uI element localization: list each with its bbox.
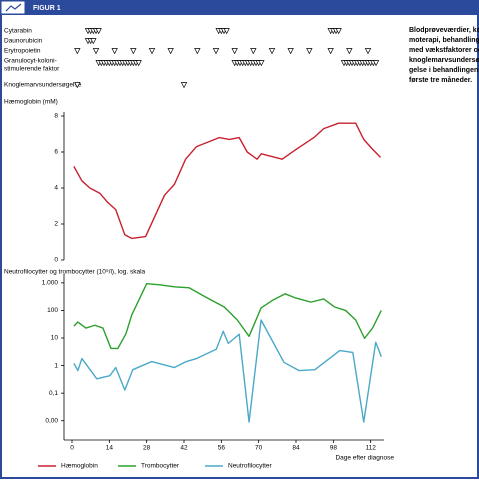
figure-label: FIGUR 1 xyxy=(33,5,61,12)
caption-line: gelse i behandlingens xyxy=(409,67,479,74)
event-marker xyxy=(306,48,313,55)
event-marker xyxy=(287,48,294,55)
event-marker xyxy=(223,28,230,35)
y-tick-label: 0 xyxy=(54,257,58,264)
event-marker xyxy=(135,60,142,67)
event-marker xyxy=(335,28,342,35)
caption-line: første tre måneder. xyxy=(409,76,472,84)
row-label: stimulerende faktor xyxy=(4,66,60,73)
y-tick-label: 2 xyxy=(54,221,58,228)
event-marker xyxy=(327,48,334,55)
event-marker xyxy=(258,60,265,67)
event-marker xyxy=(372,60,380,67)
event-marker xyxy=(194,48,201,55)
x-tick-label: 112 xyxy=(365,445,376,452)
caption-line: knoglemarvsundersø- xyxy=(409,57,479,64)
caption-line: Blodprøveværdier, ke- xyxy=(409,27,479,34)
event-marker xyxy=(250,48,257,55)
data-line xyxy=(73,319,382,423)
x-tick-label: 98 xyxy=(330,445,338,452)
event-marker xyxy=(90,38,97,45)
x-tick-label: 84 xyxy=(292,445,300,452)
caption-line: moterapi, behandling xyxy=(409,37,479,44)
event-marker xyxy=(130,48,137,55)
y-tick-label: 1.000 xyxy=(42,280,59,287)
event-marker xyxy=(92,48,100,55)
event-marker xyxy=(111,48,118,55)
x-tick-label: 0 xyxy=(70,445,74,452)
row-label: Knoglemarvsundersøgelse xyxy=(4,82,82,89)
y-tick-label: 4 xyxy=(54,185,58,192)
row-label: Erytropoietin xyxy=(4,48,41,55)
y-tick-label: 10 xyxy=(51,335,59,342)
y-tick-label: 100 xyxy=(47,307,58,314)
y-tick-label: 6 xyxy=(54,149,58,156)
row-label: Granulocyt-koloni- xyxy=(4,58,57,65)
event-marker xyxy=(180,82,188,89)
event-marker xyxy=(74,48,81,55)
row-label: Daunorubicin xyxy=(4,38,43,45)
header-icon xyxy=(5,3,22,12)
event-marker xyxy=(74,82,81,89)
event-marker xyxy=(364,48,372,55)
event-marker xyxy=(95,28,102,35)
legend-label: Trombocytter xyxy=(141,463,180,470)
chart-title: Neutrofilocytter og trombocytter (10⁹/l)… xyxy=(4,269,146,276)
data-line xyxy=(73,283,382,350)
row-label: Cytarabin xyxy=(4,28,32,35)
y-tick-label: 1 xyxy=(54,362,58,369)
event-marker xyxy=(268,48,276,55)
x-tick-label: 42 xyxy=(180,445,188,452)
event-marker xyxy=(231,48,238,55)
x-tick-label: 56 xyxy=(218,445,226,452)
y-tick-label: 0,00 xyxy=(45,417,58,424)
x-tick-label: 70 xyxy=(255,445,263,452)
caption-line: med vækstfaktorer og xyxy=(409,47,479,54)
header-bar xyxy=(0,0,479,15)
data-line xyxy=(73,122,382,240)
legend-label: Hæmoglobin xyxy=(61,463,98,470)
event-marker xyxy=(346,48,353,55)
x-tick-label: 28 xyxy=(143,445,151,452)
x-axis-label: Dage efter diagnose xyxy=(335,455,394,462)
chart-title: Hæmoglobin (mM) xyxy=(4,99,58,106)
legend-label: Neutrofilocytter xyxy=(228,463,273,470)
event-marker xyxy=(148,48,156,55)
event-marker xyxy=(212,48,220,55)
y-tick-label: 8 xyxy=(54,113,58,120)
event-marker xyxy=(167,48,174,55)
y-tick-label: 0,1 xyxy=(49,390,58,397)
x-tick-label: 14 xyxy=(106,445,114,452)
